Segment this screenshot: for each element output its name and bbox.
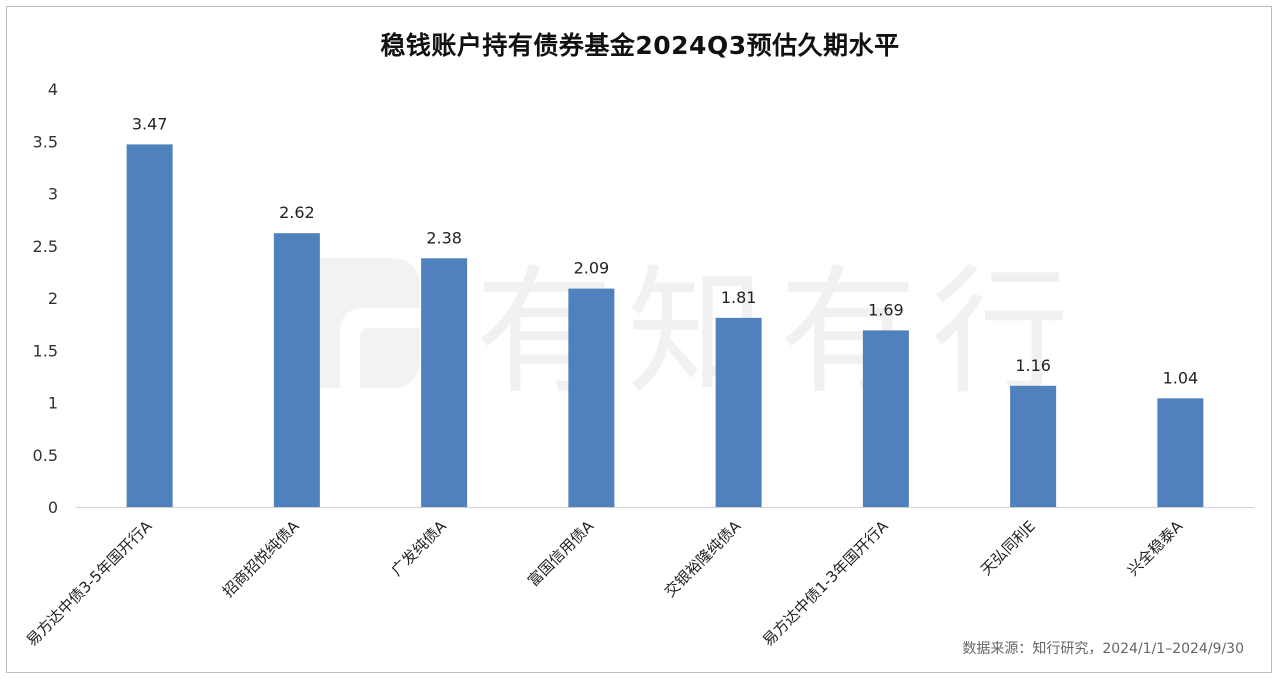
- value-label: 1.16: [1015, 356, 1051, 375]
- category-label: 广发纯债A: [388, 517, 451, 580]
- value-label: 1.04: [1163, 368, 1199, 387]
- y-tick-label: 0: [48, 498, 58, 517]
- bar: [568, 288, 615, 507]
- category-label: 富国信用债A: [524, 517, 598, 591]
- y-tick-label: 4: [48, 80, 58, 99]
- chart-title: 稳钱账户持有债券基金2024Q3预估久期水平: [380, 31, 900, 60]
- category-label: 天弘同利E: [977, 517, 1039, 579]
- category-label: 招商招悦纯债A: [219, 517, 303, 601]
- bar: [1010, 385, 1057, 507]
- bar: [126, 144, 173, 507]
- bar: [862, 330, 909, 507]
- value-label: 1.69: [868, 300, 904, 319]
- y-tick-label: 2: [48, 289, 58, 308]
- bar: [421, 258, 468, 507]
- y-tick-label: 0.5: [33, 446, 58, 465]
- y-tick-label: 3: [48, 185, 58, 204]
- category-label: 交银裕隆纯债A: [661, 517, 745, 601]
- bar: [273, 233, 320, 507]
- value-label: 2.09: [574, 259, 610, 278]
- category-label: 兴全稳泰A: [1124, 517, 1187, 580]
- chart-frame: [6, 6, 1272, 673]
- category-label: 易方达中债3-5年国开行A: [23, 517, 156, 650]
- y-tick-label: 1: [48, 394, 58, 413]
- y-tick-label: 2.5: [33, 237, 58, 256]
- y-tick-label: 1.5: [33, 341, 58, 360]
- bar: [1157, 398, 1204, 507]
- value-label: 2.62: [279, 203, 315, 222]
- value-label: 3.47: [132, 114, 168, 133]
- bar: [715, 317, 762, 507]
- category-label: 易方达中债1-3年国开行A: [759, 517, 892, 650]
- source-note: 数据来源：知行研究，2024/1/1–2024/9/30: [962, 641, 1244, 657]
- value-label: 2.38: [426, 228, 462, 247]
- value-label: 1.81: [721, 288, 757, 307]
- y-tick-label: 3.5: [33, 132, 58, 151]
